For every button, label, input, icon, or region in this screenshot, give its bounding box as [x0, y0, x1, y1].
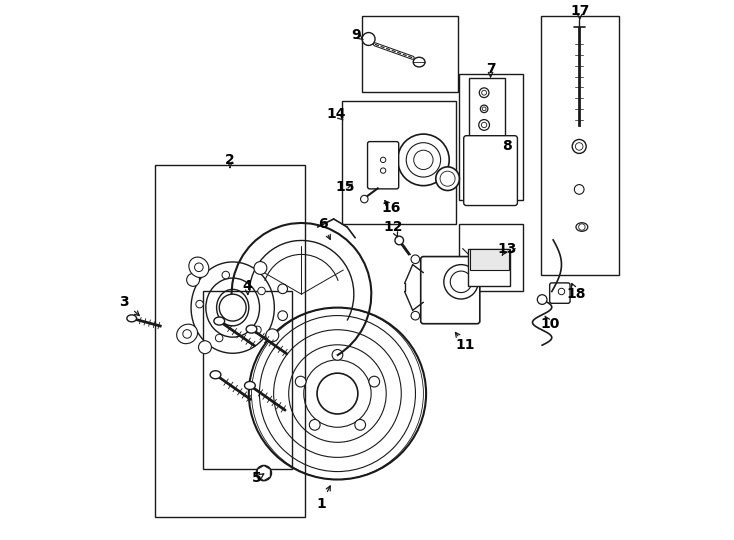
- Circle shape: [411, 312, 420, 320]
- Text: 18: 18: [567, 287, 586, 301]
- Ellipse shape: [249, 308, 426, 480]
- Circle shape: [332, 349, 343, 360]
- Circle shape: [309, 420, 320, 430]
- FancyBboxPatch shape: [421, 256, 480, 323]
- Circle shape: [222, 271, 230, 279]
- Circle shape: [196, 300, 203, 308]
- Circle shape: [256, 465, 272, 481]
- Circle shape: [254, 261, 267, 274]
- Circle shape: [578, 224, 585, 230]
- Text: 15: 15: [335, 180, 355, 194]
- Ellipse shape: [576, 222, 588, 231]
- Ellipse shape: [214, 317, 225, 325]
- Text: 5: 5: [252, 471, 262, 485]
- Text: 8: 8: [502, 139, 512, 153]
- Text: 10: 10: [540, 317, 559, 330]
- Text: 12: 12: [383, 220, 402, 234]
- FancyBboxPatch shape: [550, 283, 570, 303]
- Bar: [203, 292, 292, 469]
- Ellipse shape: [189, 257, 209, 278]
- Circle shape: [573, 139, 586, 153]
- Bar: [540, 16, 619, 275]
- Circle shape: [444, 265, 479, 299]
- Text: 3: 3: [120, 295, 129, 309]
- Text: 9: 9: [352, 28, 361, 42]
- Bar: [362, 16, 458, 92]
- Ellipse shape: [244, 381, 255, 389]
- Circle shape: [278, 311, 288, 321]
- Circle shape: [266, 329, 279, 342]
- Text: 16: 16: [382, 201, 401, 215]
- Ellipse shape: [413, 57, 425, 67]
- Circle shape: [183, 329, 192, 338]
- Text: 2: 2: [225, 153, 235, 167]
- Ellipse shape: [127, 315, 137, 322]
- Bar: [155, 165, 305, 517]
- Circle shape: [186, 273, 200, 286]
- Circle shape: [278, 284, 288, 294]
- Ellipse shape: [246, 325, 257, 333]
- Circle shape: [575, 143, 583, 150]
- Circle shape: [575, 185, 584, 194]
- FancyBboxPatch shape: [368, 141, 399, 189]
- Ellipse shape: [177, 324, 197, 343]
- Circle shape: [198, 341, 211, 354]
- Circle shape: [476, 148, 510, 183]
- Circle shape: [440, 171, 455, 186]
- Circle shape: [414, 150, 433, 170]
- Circle shape: [537, 295, 547, 305]
- Polygon shape: [258, 465, 270, 481]
- Bar: [459, 74, 523, 200]
- Text: 1: 1: [316, 497, 326, 511]
- Circle shape: [479, 88, 489, 98]
- Circle shape: [254, 326, 261, 334]
- Circle shape: [258, 287, 265, 295]
- Circle shape: [480, 105, 488, 113]
- Text: 7: 7: [486, 62, 495, 76]
- Circle shape: [355, 420, 366, 430]
- Circle shape: [317, 373, 358, 414]
- Text: 6: 6: [318, 217, 328, 231]
- Circle shape: [395, 236, 404, 245]
- Bar: [459, 224, 523, 292]
- Circle shape: [482, 107, 486, 111]
- Bar: [469, 78, 504, 145]
- Ellipse shape: [210, 371, 221, 379]
- Circle shape: [215, 334, 223, 342]
- Circle shape: [360, 195, 368, 203]
- Circle shape: [195, 263, 203, 272]
- Text: 13: 13: [497, 241, 516, 255]
- Circle shape: [260, 469, 268, 477]
- Bar: [342, 101, 456, 224]
- Circle shape: [406, 143, 440, 177]
- Circle shape: [398, 134, 449, 186]
- Circle shape: [411, 255, 420, 264]
- Bar: [470, 248, 509, 270]
- Circle shape: [362, 32, 375, 45]
- Bar: [468, 248, 510, 286]
- Circle shape: [295, 376, 306, 387]
- Circle shape: [380, 168, 386, 173]
- Text: 4: 4: [243, 279, 252, 293]
- Circle shape: [436, 167, 459, 191]
- Text: 17: 17: [570, 4, 589, 18]
- Text: 14: 14: [327, 107, 346, 121]
- Circle shape: [482, 122, 487, 127]
- Circle shape: [380, 157, 386, 163]
- Circle shape: [369, 376, 379, 387]
- Circle shape: [219, 294, 246, 321]
- Circle shape: [450, 271, 472, 293]
- Circle shape: [559, 288, 564, 295]
- FancyBboxPatch shape: [464, 136, 517, 206]
- Circle shape: [482, 154, 504, 176]
- Circle shape: [482, 90, 487, 95]
- Circle shape: [479, 119, 490, 130]
- Text: 11: 11: [455, 338, 474, 352]
